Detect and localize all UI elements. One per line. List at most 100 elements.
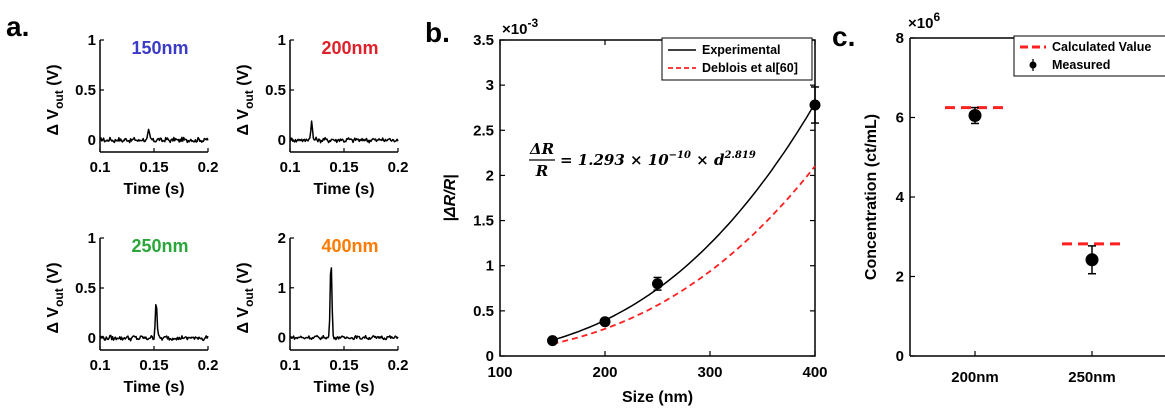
y-tick-label: 1	[88, 32, 96, 49]
y-multiplier-base: ×10	[502, 21, 527, 38]
x-tick-label: 400	[802, 364, 827, 381]
legend-label-deblois: Deblois et al[60]	[702, 61, 798, 75]
panel-c: c. 0 2 4 6 8 200nm 250nm Concentration (ct/mL) ×…	[832, 10, 1165, 386]
x-tick-label: 0.1	[280, 159, 301, 176]
y-tick-label: 0	[896, 348, 904, 365]
legend-box	[1013, 35, 1165, 77]
equation-rhs-tail-exp: 2.819	[723, 150, 755, 161]
signal-trace	[289, 120, 399, 144]
y-tick-label: 1	[88, 230, 96, 247]
y-tick-label: 0	[88, 132, 96, 149]
y-tick-label: 3	[486, 77, 494, 94]
equation-numerator: ΔR	[529, 140, 554, 158]
legend-label-calculated: Calculated Value	[1052, 40, 1151, 54]
legend-box	[661, 37, 813, 81]
y-axis-label-unit: (V)	[235, 262, 252, 288]
y-tick-label: 1	[278, 280, 286, 297]
y-multiplier: ×106	[908, 10, 940, 32]
x-tick-label: 200	[592, 364, 617, 381]
panel-b: b. 0 0.5 1 1.5 2 2.5 3 3.5 100 200 300 400 Size (nm)…	[425, 16, 828, 406]
y-axis-label: |ΔR/R|	[442, 174, 459, 221]
x-axis-label: Time (s)	[123, 181, 184, 198]
signal-trace	[289, 267, 399, 341]
x-tick-label: 200nm	[951, 369, 999, 386]
subplot-250nm: 0 0.5 1 0.1 0.15 0.2 Time (s) Δ Vout (V) 250nm	[45, 230, 218, 396]
y-tick-label: 0	[278, 132, 286, 149]
chart-b: 0 0.5 1 1.5 2 2.5 3 3.5 100 200 300 400 Size (nm) |ΔR…	[442, 16, 828, 406]
x-tick-label: 0.15	[329, 159, 358, 176]
x-tick-label: 0.2	[388, 159, 409, 176]
y-axis-label-main: Δ V	[45, 109, 62, 136]
data-point	[968, 109, 982, 123]
x-tick-label: 0.15	[139, 357, 168, 374]
y-axis-label-main: Δ V	[45, 307, 62, 334]
y-tick-label: 0	[88, 330, 96, 347]
y-axis-label-unit: (V)	[235, 64, 252, 90]
y-tick-label: 4	[896, 189, 905, 206]
equation-rhs-tail: × d	[691, 151, 725, 169]
data-point	[652, 278, 663, 290]
y-tick-label: 8	[896, 30, 904, 47]
x-tick-label: 0.2	[388, 357, 409, 374]
y-multiplier-base: ×10	[908, 15, 933, 32]
y-axis-label-main: Δ V	[235, 307, 252, 334]
signal-trace	[99, 303, 209, 342]
equation-rhs: = 1.293 × 10−10 × d2.819	[560, 150, 756, 169]
subplot-200nm: 0 0.5 1 0.1 0.15 0.2 Time (s) Δ Vout (V) 200nm	[235, 32, 408, 198]
x-tick-label: 0.15	[139, 159, 168, 176]
size-label: 400nm	[321, 236, 378, 256]
x-tick-label: 0.2	[198, 357, 219, 374]
equation-rhs-exp: −10	[669, 150, 691, 161]
x-tick-label: 0.2	[198, 159, 219, 176]
y-axis-label-sub: out	[52, 288, 66, 307]
y-axis-label: Δ Vout (V)	[45, 64, 66, 135]
y-tick-label: 1.5	[473, 213, 494, 230]
y-axis-label-main: Δ V	[235, 109, 252, 136]
x-tick-label: 0.1	[90, 159, 111, 176]
legend-swatch-measured	[1029, 61, 1037, 69]
data-point	[547, 335, 558, 347]
x-axis-label: Time (s)	[123, 379, 184, 396]
x-tick-label: 0.15	[329, 357, 358, 374]
y-tick-label: 0.5	[473, 303, 494, 320]
y-tick-label: 6	[896, 110, 904, 127]
data-point	[1085, 253, 1099, 267]
x-axis-label: Time (s)	[313, 181, 374, 198]
data-point	[809, 99, 821, 111]
y-multiplier-exp: 6	[933, 10, 940, 24]
y-tick-label: 3.5	[473, 32, 494, 49]
series-line-deblois	[552, 165, 816, 345]
legend-label-measured: Measured	[1052, 58, 1110, 72]
y-axis-label: Δ Vout (V)	[45, 262, 66, 333]
size-label: 150nm	[131, 38, 188, 58]
signal-trace	[99, 128, 209, 144]
x-tick-label: 300	[697, 364, 722, 381]
y-axis-label: Δ Vout (V)	[235, 262, 256, 333]
subplot-400nm: 0 1 2 0.1 0.15 0.2 Time (s) Δ Vout (V) 400nm	[235, 230, 408, 396]
x-tick-label: 250nm	[1068, 369, 1116, 386]
size-label: 200nm	[321, 38, 378, 58]
y-axis-label: Concentration (ct/mL)	[863, 114, 880, 280]
y-tick-label: 0.5	[75, 280, 96, 297]
y-multiplier-exp: -3	[527, 16, 538, 30]
panel-label-b: b.	[425, 17, 450, 48]
y-axis-label-sub: out	[52, 90, 66, 109]
y-axis-label-unit: (V)	[45, 64, 62, 90]
y-axis-label: Δ Vout (V)	[235, 64, 256, 135]
y-tick-label: 0.5	[265, 82, 286, 99]
x-tick-label: 0.1	[90, 357, 111, 374]
panel-label-a: a.	[6, 11, 29, 42]
size-label: 250nm	[131, 236, 188, 256]
y-tick-label: 2	[896, 269, 904, 286]
y-tick-label: 2.5	[473, 122, 494, 139]
plot-frame	[499, 39, 816, 357]
x-tick-label: 0.1	[280, 357, 301, 374]
x-axis-label: Size (nm)	[622, 389, 693, 406]
y-tick-label: 0.5	[75, 82, 96, 99]
y-axis-label-unit: (V)	[45, 262, 62, 288]
y-tick-label: 0	[486, 348, 494, 365]
y-axis-label-sub: out	[242, 90, 256, 109]
